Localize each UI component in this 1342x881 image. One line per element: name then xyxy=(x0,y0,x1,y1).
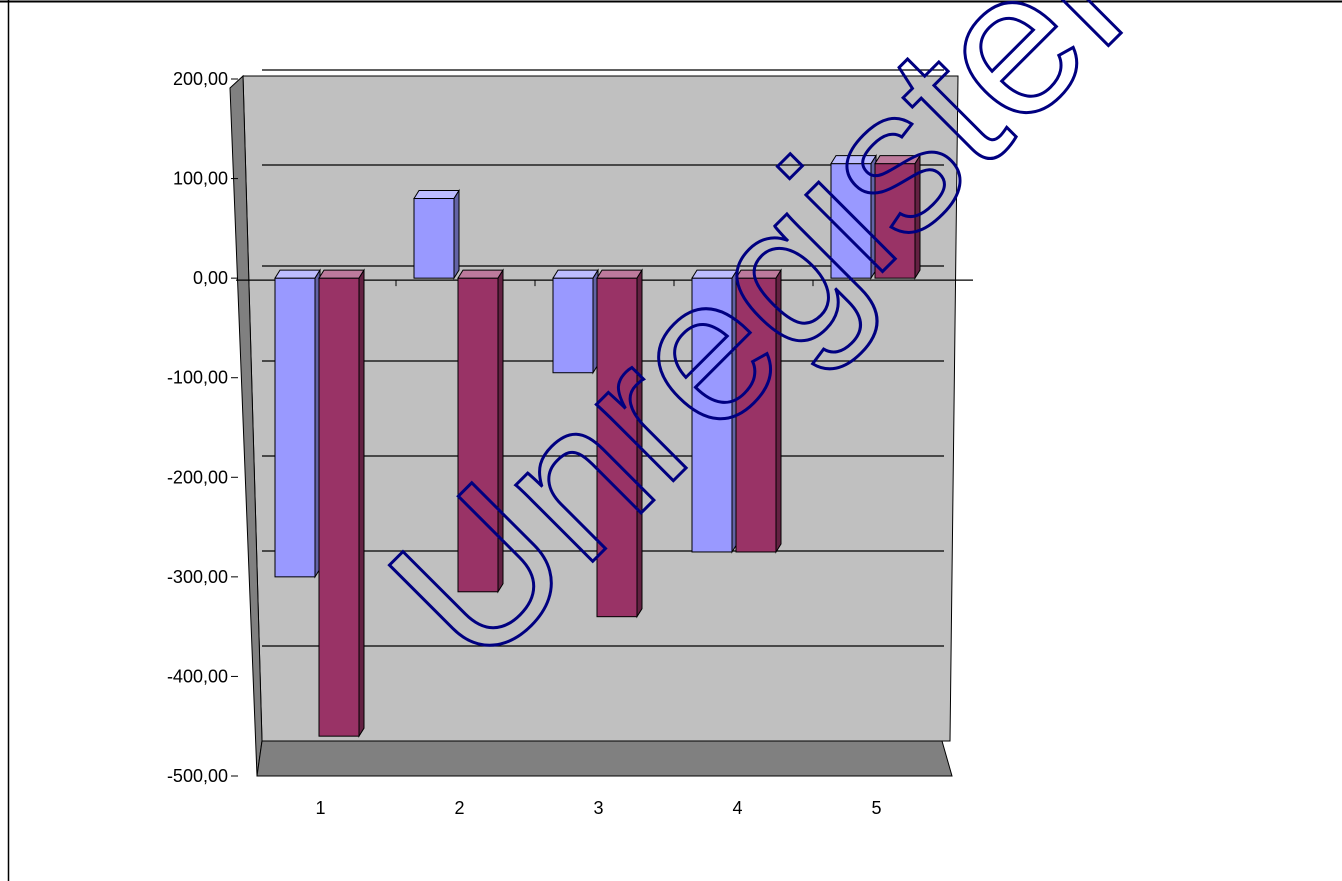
bar-front xyxy=(414,198,454,278)
y-tick-label: -500,00 xyxy=(167,766,228,786)
bar-front xyxy=(275,278,315,577)
floor xyxy=(257,741,952,776)
y-tick-label: -200,00 xyxy=(167,467,228,487)
bar-top xyxy=(319,270,364,278)
x-tick-label: 4 xyxy=(732,798,742,818)
y-tick-label: 100,00 xyxy=(173,169,228,189)
y-tick-label: -300,00 xyxy=(167,567,228,587)
x-tick-label: 3 xyxy=(593,798,603,818)
bar-side xyxy=(359,270,364,736)
bar-series1-cat2 xyxy=(414,190,459,278)
y-tick-label: 200,00 xyxy=(173,69,228,89)
bar-side xyxy=(454,190,459,278)
bar-top xyxy=(275,270,320,278)
x-tick-label: 5 xyxy=(871,798,881,818)
bar-series1-cat1 xyxy=(275,270,320,577)
y-tick-label: 0,00 xyxy=(193,268,228,288)
y-tick-label: -400,00 xyxy=(167,666,228,686)
bar-top xyxy=(458,270,503,278)
bar-top xyxy=(553,270,598,278)
y-tick-label: -100,00 xyxy=(167,368,228,388)
bar-top xyxy=(414,190,459,198)
x-tick-label: 2 xyxy=(454,798,464,818)
bar-front xyxy=(319,278,359,736)
bar-series2-cat1 xyxy=(319,270,364,736)
x-tick-label: 1 xyxy=(315,798,325,818)
